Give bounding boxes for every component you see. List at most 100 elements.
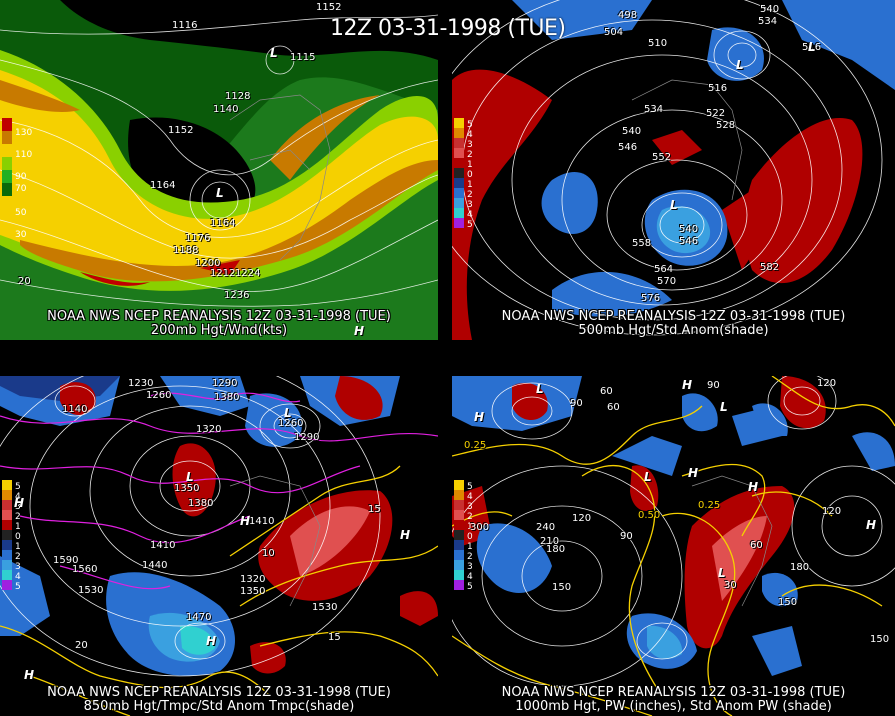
- contour-label: 1530: [78, 585, 104, 596]
- contour-label: 1380: [188, 498, 214, 509]
- panel-caption-source: NOAA NWS NCEP REANALYSIS 12Z 03-31-1998 …: [47, 685, 391, 700]
- contour-label: 1152: [316, 2, 342, 13]
- legend-label: 3: [15, 562, 21, 572]
- legend-swatch: [2, 570, 12, 580]
- contour-label: 540: [622, 126, 642, 137]
- contour-label: 60: [600, 386, 613, 397]
- high-pressure-marker: H: [866, 518, 877, 532]
- legend-swatch: [2, 490, 12, 500]
- legend-label: 70: [15, 184, 27, 194]
- legend-swatch: [2, 560, 12, 570]
- contour-label: 210: [540, 536, 560, 547]
- legend-swatch: [454, 530, 464, 540]
- legend-swatch: [454, 480, 464, 490]
- legend-swatch: [454, 520, 464, 530]
- contour-label: 1176: [185, 233, 211, 244]
- high-pressure-marker: H: [240, 514, 251, 528]
- legend-label: 2: [467, 552, 473, 562]
- contour-label: 90: [570, 398, 583, 409]
- contour-label: 1224: [235, 268, 261, 279]
- legend-swatch: [2, 550, 12, 560]
- contour-label: 522: [706, 108, 726, 119]
- legend-200mb: 130 110 90 70 50 30: [2, 118, 32, 240]
- legend-label: 2: [467, 150, 473, 160]
- legend-swatch: [2, 480, 12, 490]
- contour-label: 1410: [150, 540, 176, 551]
- legend-swatch: [454, 118, 464, 128]
- legend-swatch: [2, 118, 12, 131]
- legend-swatch: [2, 580, 12, 590]
- high-pressure-marker: H: [354, 324, 365, 338]
- contour-label: 534: [644, 104, 664, 115]
- contour-label: 1230: [128, 378, 154, 389]
- contour-label: 1440: [142, 560, 168, 571]
- high-pressure-marker: H: [400, 528, 411, 542]
- contour-label: 60: [607, 402, 620, 413]
- contour-label: 1115: [290, 52, 316, 63]
- legend-swatch: [454, 510, 464, 520]
- panel-500mb: 5 4 3 2 1 0 1 2 3 4 5 498 504 510 540 53…: [452, 0, 895, 340]
- contour-label: 1470: [186, 612, 212, 623]
- low-pressure-marker: L: [270, 46, 278, 60]
- legend-swatch: [2, 144, 12, 157]
- legend-label: 4: [15, 492, 21, 502]
- legend-swatch: [454, 178, 464, 188]
- contour-label: 1350: [240, 586, 266, 597]
- contour-label: 1164: [150, 180, 176, 191]
- low-pressure-marker: L: [808, 40, 816, 54]
- contour-label: 1200: [195, 258, 221, 269]
- legend-label: 2: [15, 552, 21, 562]
- legend-label: 130: [15, 128, 33, 138]
- contour-label: 1350: [174, 483, 200, 494]
- high-pressure-marker: H: [748, 480, 759, 494]
- panel-caption-field: 850mb Hgt/Tmpc/Std Anom Tmpc(shade): [83, 699, 355, 714]
- legend-label: 5: [467, 582, 473, 592]
- legend-swatch: [454, 570, 464, 580]
- contour-label: 15: [328, 632, 341, 643]
- map-200mb: [0, 0, 438, 340]
- low-pressure-marker: L: [670, 198, 678, 212]
- contour-label: 60: [750, 540, 763, 551]
- contour-label: 150: [778, 597, 798, 608]
- contour-label: 1290: [294, 432, 320, 443]
- legend-swatch: [454, 138, 464, 148]
- contour-label: 10: [262, 548, 275, 559]
- high-pressure-marker: H: [24, 668, 35, 682]
- contour-label: 1140: [213, 104, 239, 115]
- contour-label: 180: [790, 562, 810, 573]
- legend-label: 1: [15, 522, 21, 532]
- low-pressure-marker: L: [186, 470, 194, 484]
- contour-label: 0.50: [638, 510, 661, 521]
- legend-label: 1: [467, 542, 473, 552]
- legend-label: 1: [467, 180, 473, 190]
- legend-label: 1: [15, 542, 21, 552]
- legend-label: 3: [467, 562, 473, 572]
- low-pressure-marker: L: [718, 566, 726, 580]
- contour-label: 120: [817, 378, 837, 389]
- legend-label: 4: [467, 492, 473, 502]
- legend-swatch: [454, 560, 464, 570]
- legend-1000mb: 5 4 3 2 1 0 1 2 3 4 5: [454, 480, 473, 592]
- panel-caption-field: 1000mb Hgt, PW (inches), Std Anom PW (sh…: [515, 699, 832, 714]
- legend-label: 90: [15, 172, 27, 182]
- contour-label: 1140: [62, 404, 88, 415]
- legend-swatch: [454, 128, 464, 138]
- contour-label: 570: [657, 276, 677, 287]
- contour-label: 90: [707, 380, 720, 391]
- contour-label: 1530: [312, 602, 338, 613]
- contour-label: 1188: [173, 245, 199, 256]
- legend-label: 4: [467, 210, 473, 220]
- legend-label: 0: [467, 170, 473, 180]
- contour-label: 120: [572, 513, 592, 524]
- page-title: 12Z 03-31-1998 (TUE): [330, 16, 566, 41]
- map-850mb: [0, 376, 438, 716]
- contour-label: 1212: [210, 268, 236, 279]
- legend-swatch: [454, 168, 464, 178]
- panel-caption-source: NOAA NWS NCEP REANALYSIS 12Z 03-31-1998 …: [501, 309, 846, 324]
- legend-swatch: [2, 510, 12, 520]
- contour-label: 546: [618, 142, 638, 153]
- contour-label: 120: [822, 506, 842, 517]
- contour-label: 1320: [196, 424, 222, 435]
- legend-swatch: [2, 183, 12, 196]
- contour-label: 30: [724, 580, 737, 591]
